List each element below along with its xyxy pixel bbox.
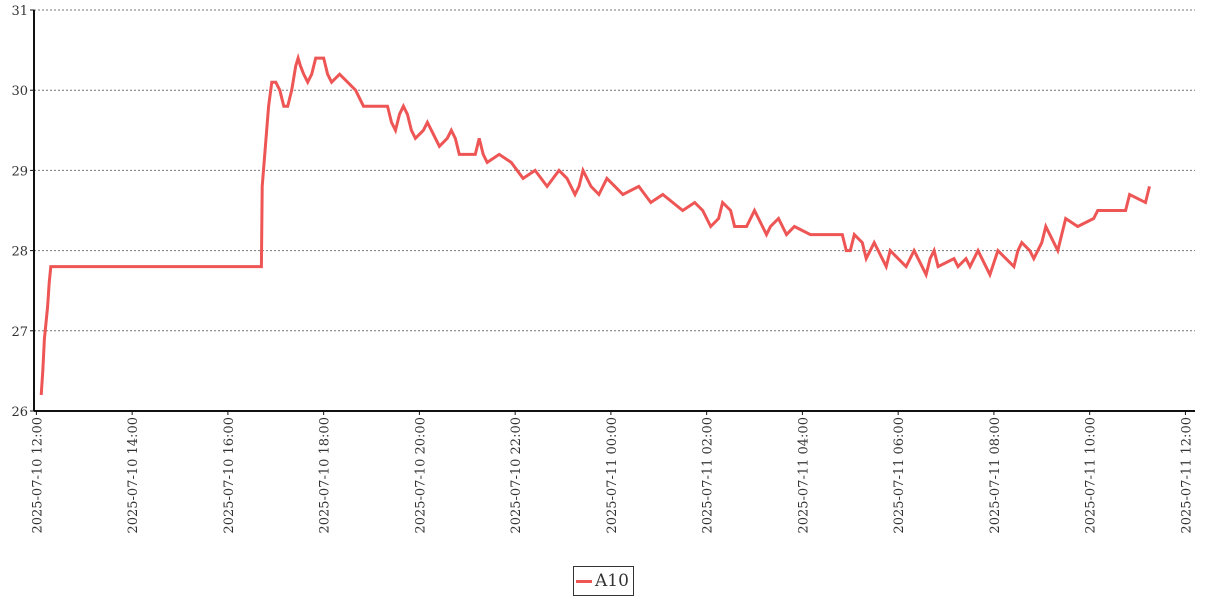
x-tick-label: 2025-07-11 00:00 [605, 417, 620, 534]
x-tick-label: 2025-07-11 04:00 [796, 417, 811, 534]
series-line-a10 [39, 52, 1151, 396]
legend-swatch [576, 579, 592, 583]
y-tick-label: 27 [11, 325, 28, 340]
x-tick-label: 2025-07-11 08:00 [988, 417, 1003, 534]
y-tick-label: 30 [11, 84, 28, 99]
x-tick-label: 2025-07-10 20:00 [413, 417, 428, 534]
x-tick-label: 2025-07-10 22:00 [509, 417, 524, 534]
grid-lines [34, 9, 1195, 332]
y-tick-label: 26 [11, 405, 28, 420]
x-tick-label: 2025-07-10 12:00 [30, 417, 45, 534]
y-tick-label: 29 [11, 164, 28, 179]
y-tick-label: 28 [11, 245, 28, 260]
x-tick-label: 2025-07-10 14:00 [126, 417, 141, 534]
x-tick-label: 2025-07-11 10:00 [1084, 417, 1099, 534]
x-tick-label: 2025-07-10 18:00 [318, 417, 333, 534]
y-tick-label: 31 [11, 4, 28, 19]
x-axis-ticks: 2025-07-10 12:00 2025-07-10 14:00 2025-07-… [30, 411, 1194, 534]
x-tick-label: 2025-07-11 06:00 [892, 417, 907, 534]
x-tick-label: 2025-07-11 12:00 [1179, 417, 1194, 534]
y-axis-ticks: 26 27 28 29 30 31 [11, 4, 34, 420]
series-layer [39, 52, 1151, 396]
legend-label-a10: A10 [595, 571, 629, 591]
legend: A10 [573, 566, 634, 596]
x-tick-label: 2025-07-11 02:00 [701, 417, 716, 534]
axes [33, 10, 1195, 412]
x-tick-label: 2025-07-10 16:00 [222, 417, 237, 534]
